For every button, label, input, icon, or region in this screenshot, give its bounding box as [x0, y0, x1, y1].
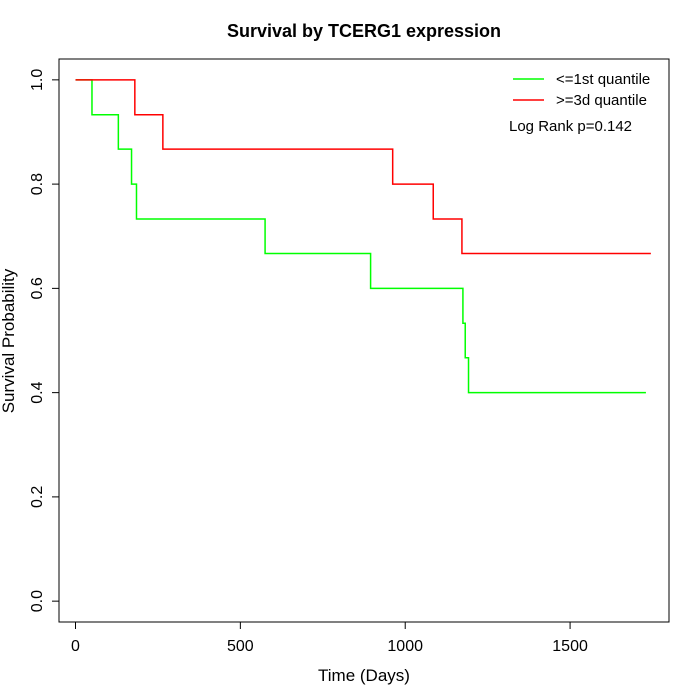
x-tick-label: 1500 [552, 638, 588, 655]
x-axis: 0 500 1000 1500 [71, 621, 588, 655]
x-tick-label: 0 [71, 638, 80, 655]
plot-frame [58, 58, 670, 623]
legend: <=1st quantile >=3d quantile [513, 71, 650, 109]
series-line-high [75, 79, 651, 255]
series-line-low [75, 79, 646, 394]
y-tick-label: 0.6 [29, 277, 46, 299]
y-tick-label: 1.0 [29, 69, 46, 91]
x-tick-label: 1000 [387, 638, 423, 655]
x-axis-label: Time (Days) [318, 666, 410, 685]
legend-label-high: >=3d quantile [556, 92, 647, 109]
y-axis: 0.0 0.2 0.4 0.6 0.8 1.0 [29, 69, 60, 612]
x-tick-label: 500 [227, 638, 254, 655]
y-tick-label: 0.2 [29, 486, 46, 508]
y-axis-label: Survival Probability [0, 268, 18, 413]
series-layer [75, 79, 651, 394]
y-tick-label: 0.0 [29, 590, 46, 612]
chart-title: Survival by TCERG1 expression [227, 21, 501, 41]
log-rank-annotation: Log Rank p=0.142 [509, 118, 632, 135]
y-tick-label: 0.8 [29, 173, 46, 195]
y-tick-label: 0.4 [29, 381, 46, 403]
legend-label-low: <=1st quantile [556, 71, 650, 88]
